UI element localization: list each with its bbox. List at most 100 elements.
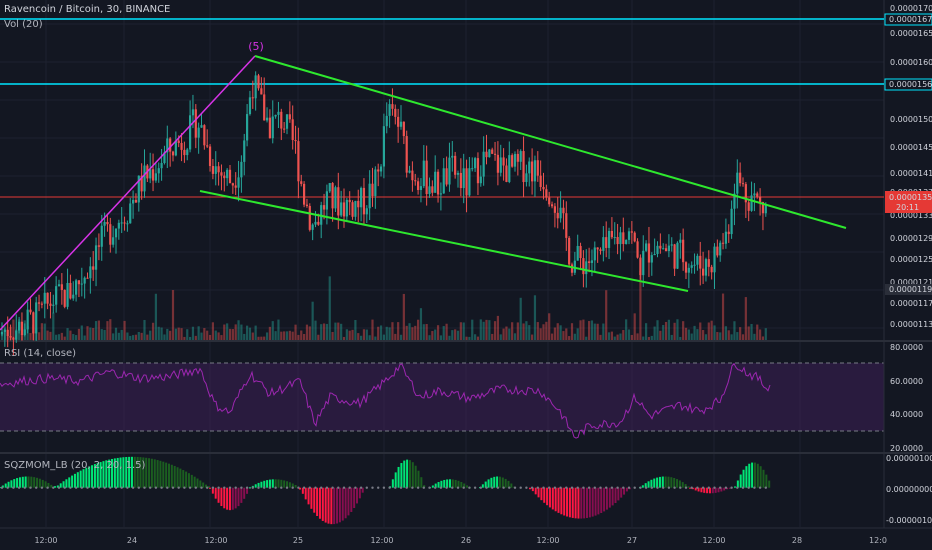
candle-body [696, 255, 699, 265]
wave-5-label[interactable]: (5) [248, 40, 264, 53]
time-tick-label: 12:00 [204, 536, 227, 545]
squeeze-bar [350, 487, 353, 512]
squeeze-dot [251, 486, 254, 489]
squeeze-dot [696, 486, 699, 489]
candle-body [89, 266, 92, 279]
volume-bar [328, 276, 331, 340]
candle-body [422, 160, 425, 187]
squeeze-bar [148, 458, 151, 488]
candle-body [505, 165, 508, 182]
squeeze-bar [670, 477, 673, 488]
impulse-wave-line[interactable] [0, 55, 256, 331]
candle-body [123, 222, 126, 224]
rsi-series [0, 362, 771, 439]
volume-bar [294, 324, 297, 340]
candle-body [143, 165, 146, 192]
squeeze-bar [708, 487, 711, 494]
volume-legend[interactable]: Vol (20) [4, 19, 43, 30]
candle-body [237, 177, 240, 188]
volume-bar [314, 320, 317, 340]
squeeze-dot [6, 486, 9, 489]
candle-body [448, 157, 451, 185]
squeeze-bar [268, 479, 271, 488]
candle-body [411, 170, 414, 181]
volume-bar [362, 329, 366, 340]
candle-body [454, 155, 457, 175]
symbol-title[interactable]: Ravencoin / Bitcoin, 30, BINANCE [4, 4, 171, 15]
squeeze-bar [226, 487, 229, 510]
candle-body [277, 111, 280, 115]
candle-body [283, 128, 286, 130]
squeeze-bar [54, 486, 56, 488]
time-axis[interactable]: 12:00 24 12:00 25 12:00 26 12:00 27 12:00 28 12:0 [34, 536, 887, 545]
squeeze-dot [610, 486, 614, 489]
candle-body [268, 117, 271, 139]
candle-body [345, 199, 348, 217]
svg-text:0.00001676: 0.00001676 [889, 15, 932, 24]
squeeze-dot [240, 486, 243, 489]
squeeze-bar [27, 476, 30, 488]
candle-body [151, 169, 155, 181]
squeeze-bar [586, 487, 588, 518]
candle-body [750, 195, 753, 211]
volume-bar [761, 336, 765, 340]
upper-channel-trendline[interactable] [254, 55, 847, 229]
candle-body [328, 183, 331, 192]
squeeze-bar [498, 476, 501, 488]
candle-body [593, 247, 596, 261]
squeeze-dot [388, 486, 391, 489]
squeeze-legend[interactable]: SQZMOM_LB (20, 2, 20, 1.5) [4, 460, 145, 471]
volume-bar [274, 331, 277, 340]
candle-body [425, 160, 428, 195]
squeeze-bar [614, 487, 617, 504]
time-tick-label: 12:00 [370, 536, 393, 545]
squeeze-bar [745, 466, 748, 488]
volume-bar [120, 329, 123, 340]
squeeze-bar [684, 484, 687, 488]
lower-channel-trendline[interactable] [199, 190, 689, 292]
candle-body [137, 175, 140, 203]
volume-bar [154, 293, 157, 340]
squeeze-dot [29, 486, 32, 489]
squeeze-bar [703, 487, 706, 493]
volume-bar [402, 293, 405, 340]
volume-bar [431, 331, 434, 340]
squeeze-dot [536, 486, 539, 489]
volume-bar [411, 327, 414, 340]
candle-body [702, 268, 705, 276]
squeeze-axis[interactable]: 0.00000100 0.00000000 -0.00000100 [886, 454, 932, 525]
squeeze-dot [491, 486, 494, 489]
candle-body [200, 125, 203, 128]
squeeze-dot [713, 486, 716, 489]
squeeze-dot [183, 486, 186, 489]
volume-bar [582, 319, 585, 340]
volume-bar [448, 335, 451, 340]
candle-body [94, 245, 98, 270]
volume-bar [288, 330, 291, 340]
rsi-axis[interactable]: 80.0000 60.0000 40.0000 20.0000 [890, 343, 923, 453]
squeeze-bar [647, 481, 650, 488]
volume-bar [257, 336, 260, 340]
squeeze-bar [207, 486, 210, 488]
candle-body [394, 108, 397, 117]
candle-body [710, 266, 713, 273]
volume-bar [86, 326, 89, 340]
volume-bar [308, 326, 311, 340]
squeeze-bar [182, 470, 185, 488]
volume-bar [531, 334, 534, 340]
squeeze-tick-label: 0.00000000 [886, 485, 932, 494]
volume-bar [647, 336, 651, 340]
rsi-legend[interactable]: RSI (14, close) [4, 348, 76, 359]
candle-body [251, 97, 254, 99]
volume-bar [479, 319, 482, 340]
squeeze-dot [753, 486, 756, 489]
squeeze-bar [88, 466, 91, 488]
volume-bar [585, 336, 588, 340]
squeeze-bar [71, 475, 74, 488]
time-tick-label: 12:00 [34, 536, 57, 545]
candle-body [739, 172, 742, 184]
candle-body [20, 321, 24, 336]
candle-body [724, 231, 727, 244]
